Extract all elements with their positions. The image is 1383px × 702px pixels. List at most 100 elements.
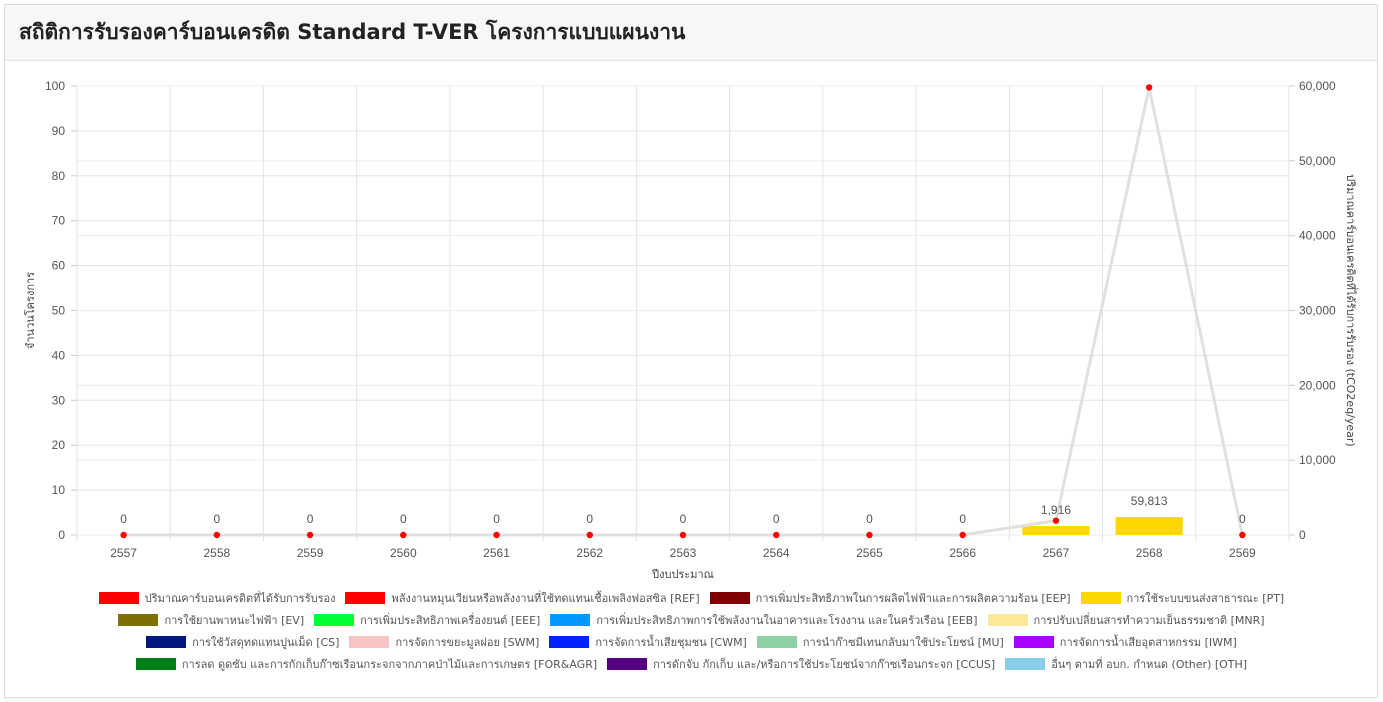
x-tick-label: 2562 <box>576 546 603 560</box>
data-label: 0 <box>307 512 314 526</box>
legend-label: อื่นๆ ตามที่ อบก. กำหนด (Other) [OTH] <box>1051 658 1248 671</box>
legend-swatch <box>345 592 386 604</box>
legend-swatch <box>1005 658 1046 670</box>
data-label: 0 <box>773 512 780 526</box>
line-point <box>1145 84 1153 91</box>
legend-item[interactable]: การเพิ่มประสิทธิภาพในการผลิตไฟฟ้าและการผ… <box>709 589 1071 607</box>
legend-swatch <box>550 614 591 626</box>
legend-item[interactable]: การปรับเปลี่ยนสารทำความเย็นธรรมชาติ [MNR… <box>987 611 1265 629</box>
line-point <box>959 531 966 539</box>
chart-panel: สถิติการรับรองคาร์บอนเครดิต Standard T-V… <box>4 4 1378 698</box>
x-tick-label: 2567 <box>1043 546 1070 560</box>
y-axis-title: จำนวนโครงการ <box>23 272 37 349</box>
data-label: 0 <box>680 512 687 526</box>
legend-swatch <box>607 658 648 670</box>
legend-item[interactable]: การใช้ระบบขนส่งสาธารณะ [PT] <box>1080 589 1285 607</box>
legend-item[interactable]: การดักจับ กักเก็บ และ/หรือการใช้ประโยชน์… <box>607 655 995 673</box>
line-point <box>1052 517 1060 524</box>
legend-label: การใช้ระบบขนส่งสาธารณะ [PT] <box>1126 592 1285 605</box>
data-label: 0 <box>1239 512 1246 526</box>
y2-tick-label: 30,000 <box>1299 304 1336 318</box>
x-tick-label: 2566 <box>949 546 976 560</box>
x-tick-label: 2560 <box>390 546 417 560</box>
x-tick-label: 2565 <box>856 546 883 560</box>
data-label: 0 <box>120 512 127 526</box>
y-tick-label: 100 <box>45 79 65 93</box>
y2-axis-title: ปริมาณคาร์บอนเครดิตที่ได้รับการรับรอง (t… <box>1344 174 1359 446</box>
legend-item[interactable]: การใช้วัสดุทดแทนปูนเม็ด [CS] <box>146 633 339 651</box>
legend-label: การปรับเปลี่ยนสารทำความเย็นธรรมชาติ [MNR… <box>1033 614 1265 627</box>
line-point <box>773 531 780 539</box>
line-point <box>866 531 873 539</box>
data-label: 0 <box>866 512 873 526</box>
line-point <box>213 531 221 539</box>
data-label: 1,916 <box>1041 503 1071 517</box>
x-tick-label: 2557 <box>110 546 137 560</box>
x-tick-label: 2568 <box>1136 546 1163 560</box>
legend-swatch <box>118 614 159 626</box>
legend-label: การลด ดูดซับ และการกักเก็บก๊าซเรือนกระจก… <box>181 658 598 671</box>
legend-item[interactable]: ปริมาณคาร์บอนเครดิตที่ได้รับการรับรอง <box>98 589 335 607</box>
y-tick-label: 70 <box>52 214 66 228</box>
legend-item[interactable]: การจัดการน้ำเสียชุมชน [CWM] <box>549 633 747 651</box>
y2-tick-label: 0 <box>1299 528 1306 542</box>
y-tick-label: 20 <box>52 438 66 452</box>
y2-tick-label: 60,000 <box>1299 79 1336 93</box>
y-tick-label: 60 <box>52 259 66 273</box>
data-label: 0 <box>493 512 500 526</box>
legend-label: การจัดการน้ำเสียอุตสาหกรรม [IWM] <box>1059 636 1237 649</box>
x-axis-title: ปีงบประมาณ <box>651 568 714 581</box>
legend-swatch <box>349 636 390 648</box>
y2-tick-label: 10,000 <box>1299 453 1336 467</box>
legend-swatch <box>98 592 139 604</box>
x-tick-label: 2558 <box>203 546 230 560</box>
panel-header: สถิติการรับรองคาร์บอนเครดิต Standard T-V… <box>5 5 1377 61</box>
bar <box>1022 526 1090 535</box>
x-tick-label: 2563 <box>670 546 697 560</box>
legend-swatch <box>314 614 355 626</box>
legend-item[interactable]: การลด ดูดซับ และการกักเก็บก๊าซเรือนกระจก… <box>135 655 598 673</box>
y2-tick-label: 40,000 <box>1299 229 1336 243</box>
legend-item[interactable]: การเพิ่มประสิทธิภาพการใช้พลังงานในอาคารแ… <box>550 611 978 629</box>
legend-label: การดักจับ กักเก็บ และ/หรือการใช้ประโยชน์… <box>653 658 996 671</box>
y-tick-label: 40 <box>52 348 66 362</box>
line-point <box>586 531 593 539</box>
y-tick-label: 30 <box>52 393 66 407</box>
legend-item[interactable]: การจัดการขยะมูลฝอย [SWM] <box>349 633 539 651</box>
x-tick-label: 2561 <box>483 546 510 560</box>
line-point <box>679 531 687 539</box>
legend-label: การนำก๊าซมีเทนกลับมาใช้ประโยชน์ [MU] <box>802 636 1004 649</box>
data-label: 59,813 <box>1131 494 1168 508</box>
x-tick-label: 2559 <box>297 546 324 560</box>
y-tick-label: 50 <box>52 304 66 318</box>
legend-swatch <box>1080 592 1121 604</box>
legend-label: การเพิ่มประสิทธิภาพเครื่องยนต์ [EEE] <box>360 614 541 627</box>
legend-swatch <box>135 658 176 670</box>
legend-label: การเพิ่มประสิทธิภาพในการผลิตไฟฟ้าและการผ… <box>755 592 1071 605</box>
legend-item[interactable]: การใช้ยานพาหนะไฟฟ้า [EV] <box>118 611 304 629</box>
legend-swatch <box>1013 636 1054 648</box>
data-label: 0 <box>586 512 593 526</box>
legend-item[interactable]: พลังงานหมุนเวียนหรือพลังงานที่ใช้ทดแทนเช… <box>345 589 700 607</box>
legend-item[interactable]: การจัดการน้ำเสียอุตสาหกรรม [IWM] <box>1013 633 1237 651</box>
legend-label: การใช้วัสดุทดแทนปูนเม็ด [CS] <box>192 636 340 649</box>
legend-swatch <box>987 614 1028 626</box>
legend-item[interactable]: การเพิ่มประสิทธิภาพเครื่องยนต์ [EEE] <box>314 611 540 629</box>
legend-swatch <box>709 592 750 604</box>
data-label: 0 <box>214 512 221 526</box>
page-title: สถิติการรับรองคาร์บอนเครดิต Standard T-V… <box>19 20 686 44</box>
y-tick-label: 90 <box>52 124 66 138</box>
x-tick-label: 2569 <box>1229 546 1256 560</box>
legend-label: การจัดการขยะมูลฝอย [SWM] <box>395 636 540 649</box>
legend-label: การจัดการน้ำเสียชุมชน [CWM] <box>595 636 747 649</box>
legend-item[interactable]: อื่นๆ ตามที่ อบก. กำหนด (Other) [OTH] <box>1005 655 1247 673</box>
data-label: 0 <box>400 512 407 526</box>
credit-line <box>123 85 1244 537</box>
y-tick-label: 10 <box>52 483 66 497</box>
bar <box>1115 517 1183 535</box>
legend-label: การเพิ่มประสิทธิภาพการใช้พลังงานในอาคารแ… <box>596 614 978 627</box>
line-point <box>306 531 314 539</box>
y2-tick-label: 20,000 <box>1299 378 1336 392</box>
legend-item[interactable]: การนำก๊าซมีเทนกลับมาใช้ประโยชน์ [MU] <box>756 633 1004 651</box>
